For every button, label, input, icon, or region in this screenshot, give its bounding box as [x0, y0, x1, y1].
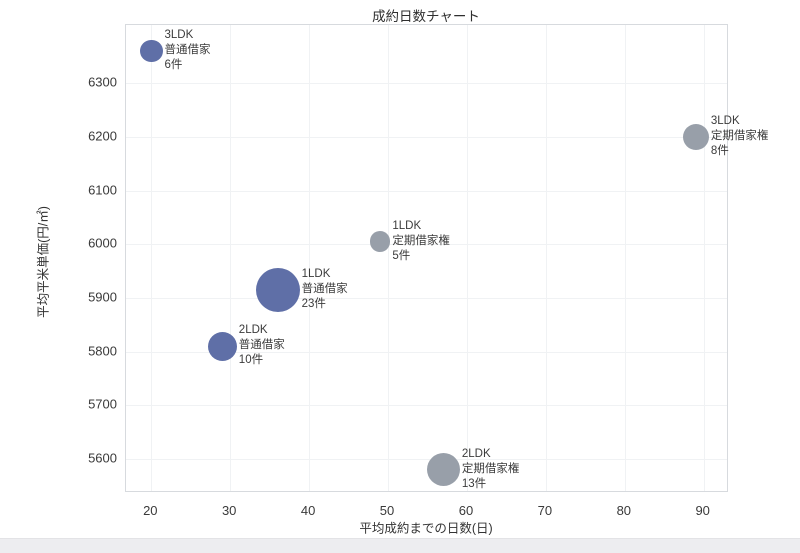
- x-gridline: [230, 25, 232, 491]
- x-gridline: [309, 25, 311, 491]
- bubble-annotation-line: 2LDK: [461, 447, 491, 460]
- footer-strip: [0, 538, 800, 553]
- y-tick-label: 6000: [88, 235, 117, 251]
- bubble-annotation-line: 23件: [301, 297, 326, 310]
- y-gridline: [126, 244, 727, 246]
- x-gridline: [545, 25, 547, 491]
- y-gridline: [126, 190, 727, 192]
- x-tick-label: 80: [616, 503, 632, 518]
- bubble-annotation-line: 10件: [238, 354, 264, 367]
- bubble-point: [682, 123, 709, 150]
- y-gridline: [126, 405, 727, 407]
- y-gridline: [126, 351, 727, 353]
- y-tick-label: 5700: [88, 396, 117, 412]
- x-tick-label: 90: [695, 503, 710, 518]
- bubble-annotation-line: 3LDK: [164, 28, 194, 41]
- y-axis-label: 平均平米単価(円/㎡): [36, 206, 51, 318]
- bubble-annotation-line: 普通借家: [238, 339, 285, 352]
- x-tick-label: 50: [379, 503, 395, 518]
- y-gridline: [126, 136, 727, 138]
- bubble-annotation: 2LDK 定期借家権 13件: [462, 447, 520, 492]
- bubble-point: [369, 231, 391, 252]
- bubble-annotation-line: 定期借家権: [710, 129, 769, 142]
- bubble-annotation-line: 5件: [392, 249, 411, 262]
- x-gridline: [703, 25, 705, 491]
- x-gridline: [151, 25, 153, 491]
- y-tick-label: 5900: [88, 289, 117, 305]
- bubble-annotation-line: 1LDK: [301, 267, 331, 280]
- bubble-annotation: 1LDK 普通借家 23件: [302, 267, 348, 312]
- bubble-annotation-line: 普通借家: [301, 282, 348, 295]
- x-gridline: [624, 25, 626, 491]
- y-gridline: [126, 459, 727, 461]
- x-tick-label: 70: [537, 503, 553, 518]
- chart-title: 成約日数チャート: [372, 9, 480, 24]
- bubble-annotation-line: 2LDK: [238, 324, 268, 337]
- bubble-annotation-line: 1LDK: [392, 219, 422, 232]
- bubble-annotation-line: 普通借家: [164, 43, 211, 56]
- x-tick-label: 20: [143, 503, 158, 518]
- x-gridline: [467, 25, 468, 491]
- x-gridline: [388, 25, 389, 491]
- bubble-annotation-line: 3LDK: [710, 114, 740, 127]
- bubble-annotation: 2LDK 普通借家 10件: [239, 323, 285, 368]
- bubble-annotation: 3LDK 定期借家権 8件: [711, 114, 769, 159]
- y-tick-label: 6300: [88, 74, 117, 90]
- x-axis-label: 平均成約までの日数(日): [359, 521, 493, 536]
- bubble-point: [426, 453, 460, 487]
- y-tick-label: 6100: [88, 182, 117, 197]
- x-tick-label: 60: [458, 503, 474, 518]
- x-tick-label: 40: [300, 503, 316, 518]
- bubble-annotation: 1LDK 定期借家権 5件: [392, 219, 450, 264]
- bubble-annotation-line: 6件: [164, 58, 183, 71]
- x-tick-label: 30: [221, 503, 237, 518]
- y-tick-label: 6200: [88, 128, 117, 144]
- bubble-point: [140, 39, 163, 62]
- bubble-point: [207, 331, 237, 361]
- bubble-annotation-line: 8件: [710, 144, 729, 157]
- y-tick-label: 5800: [88, 343, 117, 359]
- y-tick-label: 5600: [88, 450, 117, 466]
- bubble-annotation: 3LDK 普通借家 6件: [165, 28, 211, 73]
- y-gridline: [126, 83, 727, 84]
- bubble-point: [255, 267, 300, 312]
- bubble-annotation-line: 定期借家権: [461, 462, 520, 475]
- y-gridline: [126, 298, 727, 299]
- bubble-annotation-line: 定期借家権: [392, 234, 450, 247]
- bubble-annotation-line: 13件: [461, 477, 487, 490]
- plot-area: 3LDK 普通借家 6件 1LDK 普通借家 23件 2LDK 普通借家 10件 3LDK 定期借家…: [125, 24, 768, 492]
